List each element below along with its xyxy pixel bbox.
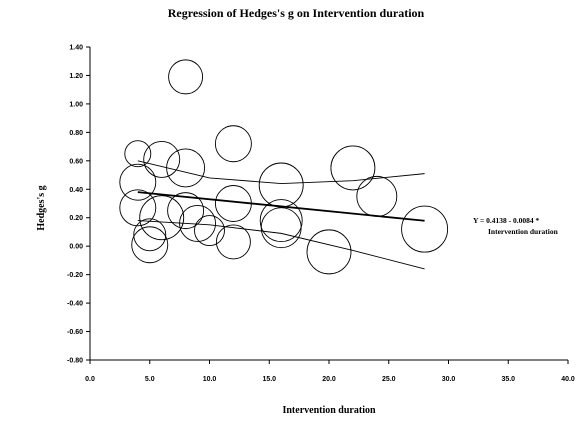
y-tick-label: 1.40 xyxy=(69,45,83,52)
data-bubble xyxy=(143,140,181,178)
data-bubble xyxy=(167,192,205,230)
y-tick-label: 1.20 xyxy=(69,73,83,80)
x-axis-title: Intervention duration xyxy=(282,405,376,416)
y-tick-label: 1.00 xyxy=(69,101,83,108)
y-tick-label: 0.20 xyxy=(69,215,83,222)
data-bubble xyxy=(306,229,352,275)
x-tick-label: 40.0 xyxy=(561,376,575,383)
ci-upper-line xyxy=(137,160,425,185)
y-tick-label: -0.20 xyxy=(67,272,83,279)
y-tick-label: 0.00 xyxy=(69,244,83,251)
data-bubble xyxy=(330,145,376,191)
data-bubble xyxy=(166,148,206,188)
x-axis-ticks: 0.0 5.0 10.0 15.0 20.0 25.0 30.0 35.0 40.0 xyxy=(85,360,575,383)
data-bubble xyxy=(214,125,252,163)
data-bubble xyxy=(133,218,167,252)
plot-area xyxy=(89,47,568,361)
data-bubbles xyxy=(119,59,449,275)
data-bubble xyxy=(260,207,302,249)
regression-equation-line2: Intervention duration xyxy=(488,227,559,236)
data-bubble xyxy=(119,163,157,201)
y-axis-title: Hedges's g xyxy=(36,185,47,230)
x-tick-label: 10.0 xyxy=(203,376,217,383)
data-bubble xyxy=(194,215,225,246)
data-bubble xyxy=(401,205,449,253)
regression-line xyxy=(137,191,425,222)
y-tick-label: -0.40 xyxy=(67,301,83,308)
regression-lines xyxy=(137,160,425,270)
data-bubble xyxy=(139,195,185,241)
data-bubble xyxy=(356,175,398,217)
x-tick-label: 15.0 xyxy=(262,376,276,383)
chart-title: Regression of Hedges's g on Intervention… xyxy=(168,6,425,20)
data-bubble xyxy=(258,162,304,208)
data-bubble xyxy=(124,140,152,168)
y-tick-label: 0.40 xyxy=(69,187,83,194)
x-tick-label: 20.0 xyxy=(322,376,336,383)
x-tick-label: 30.0 xyxy=(442,376,456,383)
data-bubble xyxy=(119,189,157,227)
y-axis-ticks: 1.40 1.20 1.00 0.80 0.60 0.40 0.20 0.00 -0.20 -0.… xyxy=(67,45,90,365)
x-tick-label: 35.0 xyxy=(501,376,515,383)
data-bubble xyxy=(259,199,303,243)
y-tick-label: 0.80 xyxy=(69,130,83,137)
x-tick-label: 25.0 xyxy=(382,376,396,383)
y-tick-label: -0.80 xyxy=(67,358,83,365)
data-bubble xyxy=(215,224,251,260)
regression-equation-line1: Y = 0.4138 - 0.0084 * xyxy=(473,216,540,225)
ci-lower-line xyxy=(137,220,425,270)
y-tick-label: 0.60 xyxy=(69,158,83,165)
data-bubble xyxy=(131,226,169,264)
y-tick-label: -0.60 xyxy=(67,329,83,336)
data-bubble xyxy=(168,59,204,95)
x-tick-label: 5.0 xyxy=(145,376,155,383)
x-tick-label: 0.0 xyxy=(85,376,95,383)
